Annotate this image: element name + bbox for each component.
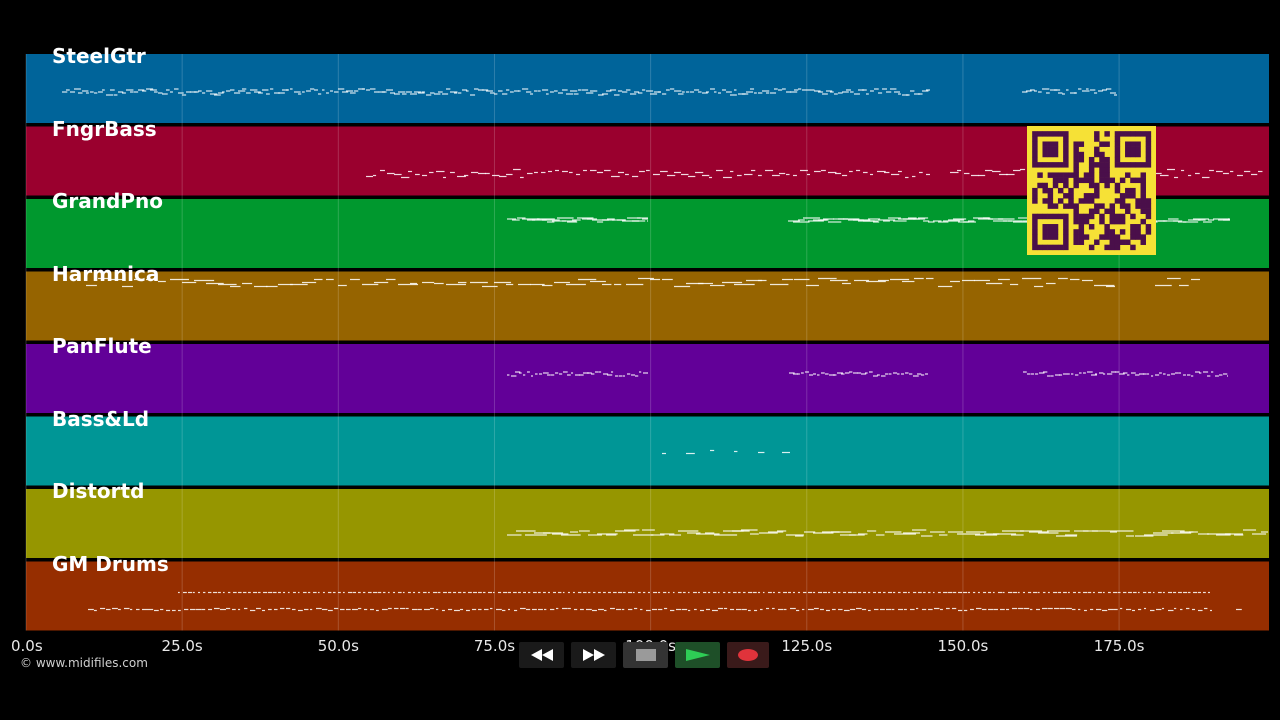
time-tick-label: 75.0s bbox=[473, 637, 516, 655]
stop-icon bbox=[635, 649, 656, 661]
play-button[interactable] bbox=[675, 642, 720, 668]
fast-forward-button[interactable] bbox=[571, 642, 616, 668]
note-marks bbox=[62, 88, 1268, 612]
time-tick-label: 125.0s bbox=[781, 637, 833, 655]
track-label: FngrBass bbox=[52, 116, 157, 141]
time-tick-label: 150.0s bbox=[937, 637, 989, 655]
track-label: Distortd bbox=[52, 479, 145, 503]
track-label: Harmnica bbox=[52, 261, 160, 286]
track-lane bbox=[26, 561, 1269, 631]
track-label: Bass&Ld bbox=[52, 406, 150, 431]
track-lane bbox=[26, 271, 1269, 341]
time-tick-label: 25.0s bbox=[161, 637, 203, 655]
record-icon bbox=[738, 649, 758, 661]
copyright-text: © www.midifiles.com bbox=[20, 656, 148, 670]
track-label: PanFlute bbox=[52, 334, 152, 358]
track-lane bbox=[26, 489, 1269, 558]
qr-code bbox=[1027, 126, 1156, 255]
track-lane bbox=[26, 344, 1269, 413]
track-lane bbox=[26, 416, 1269, 486]
stop-button[interactable] bbox=[623, 642, 668, 668]
time-tick-label: 50.0s bbox=[317, 637, 359, 655]
rewind-button[interactable] bbox=[519, 642, 564, 668]
time-tick-label: 175.0s bbox=[1093, 637, 1145, 655]
track-label: GM Drums bbox=[52, 551, 169, 576]
time-tick-label: 0.0s bbox=[11, 637, 43, 655]
record-button[interactable] bbox=[727, 642, 769, 668]
track-label: GrandPno bbox=[52, 189, 163, 213]
fast-forward-icon bbox=[582, 649, 605, 661]
track-lane bbox=[26, 54, 1269, 123]
rewind-icon bbox=[530, 649, 553, 661]
transport-controls bbox=[511, 642, 769, 668]
play-icon bbox=[685, 649, 710, 661]
track-label: SteelGtr bbox=[52, 44, 146, 68]
